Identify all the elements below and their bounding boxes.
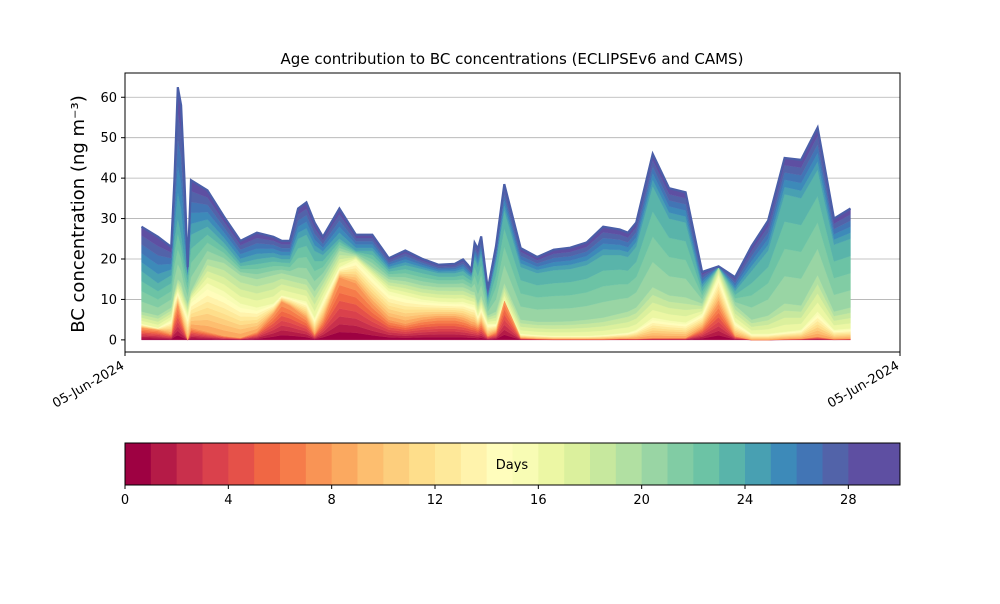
chart-title: Age contribution to BC concentrations (E…	[281, 50, 744, 68]
colorbar-tick-label: 20	[633, 493, 650, 508]
y-tick-label: 30	[100, 212, 117, 227]
colorbar-swatch	[538, 443, 565, 485]
x-tick-labels: 05-Jun-2024 05-Jun-2024	[50, 352, 902, 411]
colorbar-tick-label: 24	[737, 493, 754, 508]
colorbar-tick-label: 0	[121, 493, 129, 508]
colorbar-swatch	[228, 443, 255, 485]
total-outline	[140, 87, 852, 290]
colorbar-tick-label: 12	[427, 493, 444, 508]
y-tick-label: 40	[100, 172, 117, 187]
colorbar-tick-label: 8	[328, 493, 336, 508]
colorbar-swatch	[848, 443, 875, 485]
colorbar-swatch	[331, 443, 358, 485]
y-tick-label: 60	[100, 91, 117, 106]
colorbar-swatch	[564, 443, 591, 485]
colorbar-swatch	[693, 443, 720, 485]
colorbar-tick-label: 4	[224, 493, 232, 508]
colorbar-swatch	[719, 443, 746, 485]
colorbar: 0 4 8 12 16 20 24 28	[121, 442, 901, 508]
colorbar-swatch	[409, 443, 436, 485]
colorbar-swatch	[280, 443, 307, 485]
colorbar-swatch	[874, 443, 901, 485]
colorbar-swatch	[254, 443, 281, 485]
colorbar-swatch	[383, 443, 410, 485]
colorbar-swatch	[460, 443, 488, 485]
colorbar-swatch	[486, 443, 513, 485]
colorbar-label: Days	[496, 458, 529, 473]
colorbar-swatch	[745, 443, 772, 485]
colorbar-swatch	[176, 443, 203, 485]
colorbar-tick-label: 16	[530, 493, 547, 508]
colorbar-swatch	[305, 443, 333, 485]
colorbar-swatch	[770, 443, 798, 485]
colorbar-swatch	[615, 443, 643, 485]
colorbar-tick-label: 28	[840, 493, 857, 508]
colorbar-swatch	[796, 443, 823, 485]
y-axis-label: BC concentration (ng m⁻³)	[68, 95, 89, 333]
axes: 0 10 20 30 40 50 60	[100, 72, 901, 353]
colorbar-swatch	[641, 443, 668, 485]
stacked-area-bands	[140, 87, 852, 341]
x-tick-label: 05-Jun-2024	[50, 358, 127, 411]
y-tick-label: 0	[109, 333, 117, 348]
colorbar-swatch	[667, 443, 694, 485]
colorbar-swatch	[822, 443, 849, 485]
x-tick-label: 05-Jun-2024	[825, 358, 902, 411]
colorbar-swatch	[435, 443, 462, 485]
y-tick-label: 50	[100, 131, 117, 146]
colorbar-swatch	[357, 443, 384, 485]
colorbar-swatch	[150, 443, 178, 485]
colorbar-swatch	[125, 443, 152, 485]
colorbar-swatch	[590, 443, 617, 485]
y-tick-label: 10	[100, 293, 117, 308]
colorbar-frame	[124, 442, 901, 486]
colorbar-swatch	[202, 443, 229, 485]
plot-frame	[124, 72, 901, 353]
y-tick-label: 20	[100, 253, 117, 268]
colorbar-swatch	[512, 443, 539, 485]
